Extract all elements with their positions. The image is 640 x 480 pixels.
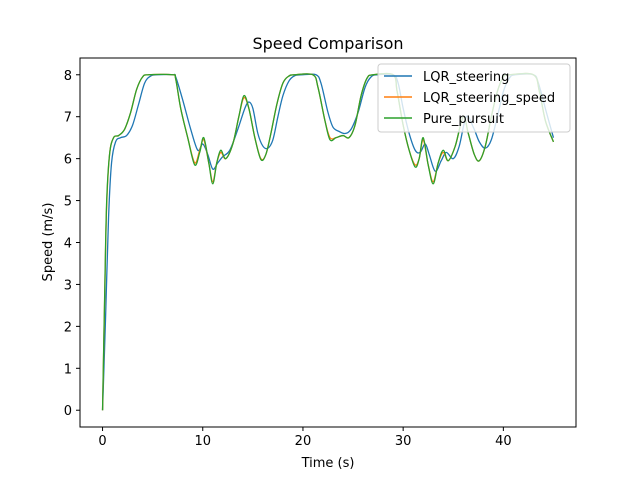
y-tick-label: 0 [64, 404, 72, 419]
legend-box [377, 63, 571, 133]
y-tick-label: 6 [64, 153, 72, 168]
x-tick-label: 0 [98, 434, 106, 449]
x-tick-label: 10 [194, 434, 211, 449]
y-axis-ticks: 0 1 2 3 4 5 6 7 8 [64, 69, 80, 419]
y-tick-label: 3 [64, 278, 72, 293]
x-tick-label: 40 [495, 434, 512, 449]
y-tick-label: 8 [64, 69, 72, 84]
x-axis-ticks: 0 10 20 30 40 [98, 427, 512, 449]
y-tick-label: 7 [64, 111, 72, 126]
y-tick-label: 5 [64, 195, 72, 210]
x-tick-label: 20 [295, 434, 312, 449]
legend: LQR_steering LQR_steering_speed Pure_pursu… [377, 63, 571, 133]
y-tick-label: 1 [64, 362, 72, 377]
y-axis-label: Speed (m/s) [41, 203, 56, 282]
chart-title: Speed Comparison [252, 34, 403, 53]
y-tick-label: 4 [64, 237, 72, 252]
legend-label: Pure_pursuit [423, 112, 504, 127]
legend-label: LQR_steering [423, 70, 509, 85]
x-axis-label: Time (s) [301, 456, 355, 471]
y-tick-label: 2 [64, 320, 72, 335]
x-tick-label: 30 [395, 434, 412, 449]
legend-label: LQR_steering_speed [423, 91, 555, 106]
